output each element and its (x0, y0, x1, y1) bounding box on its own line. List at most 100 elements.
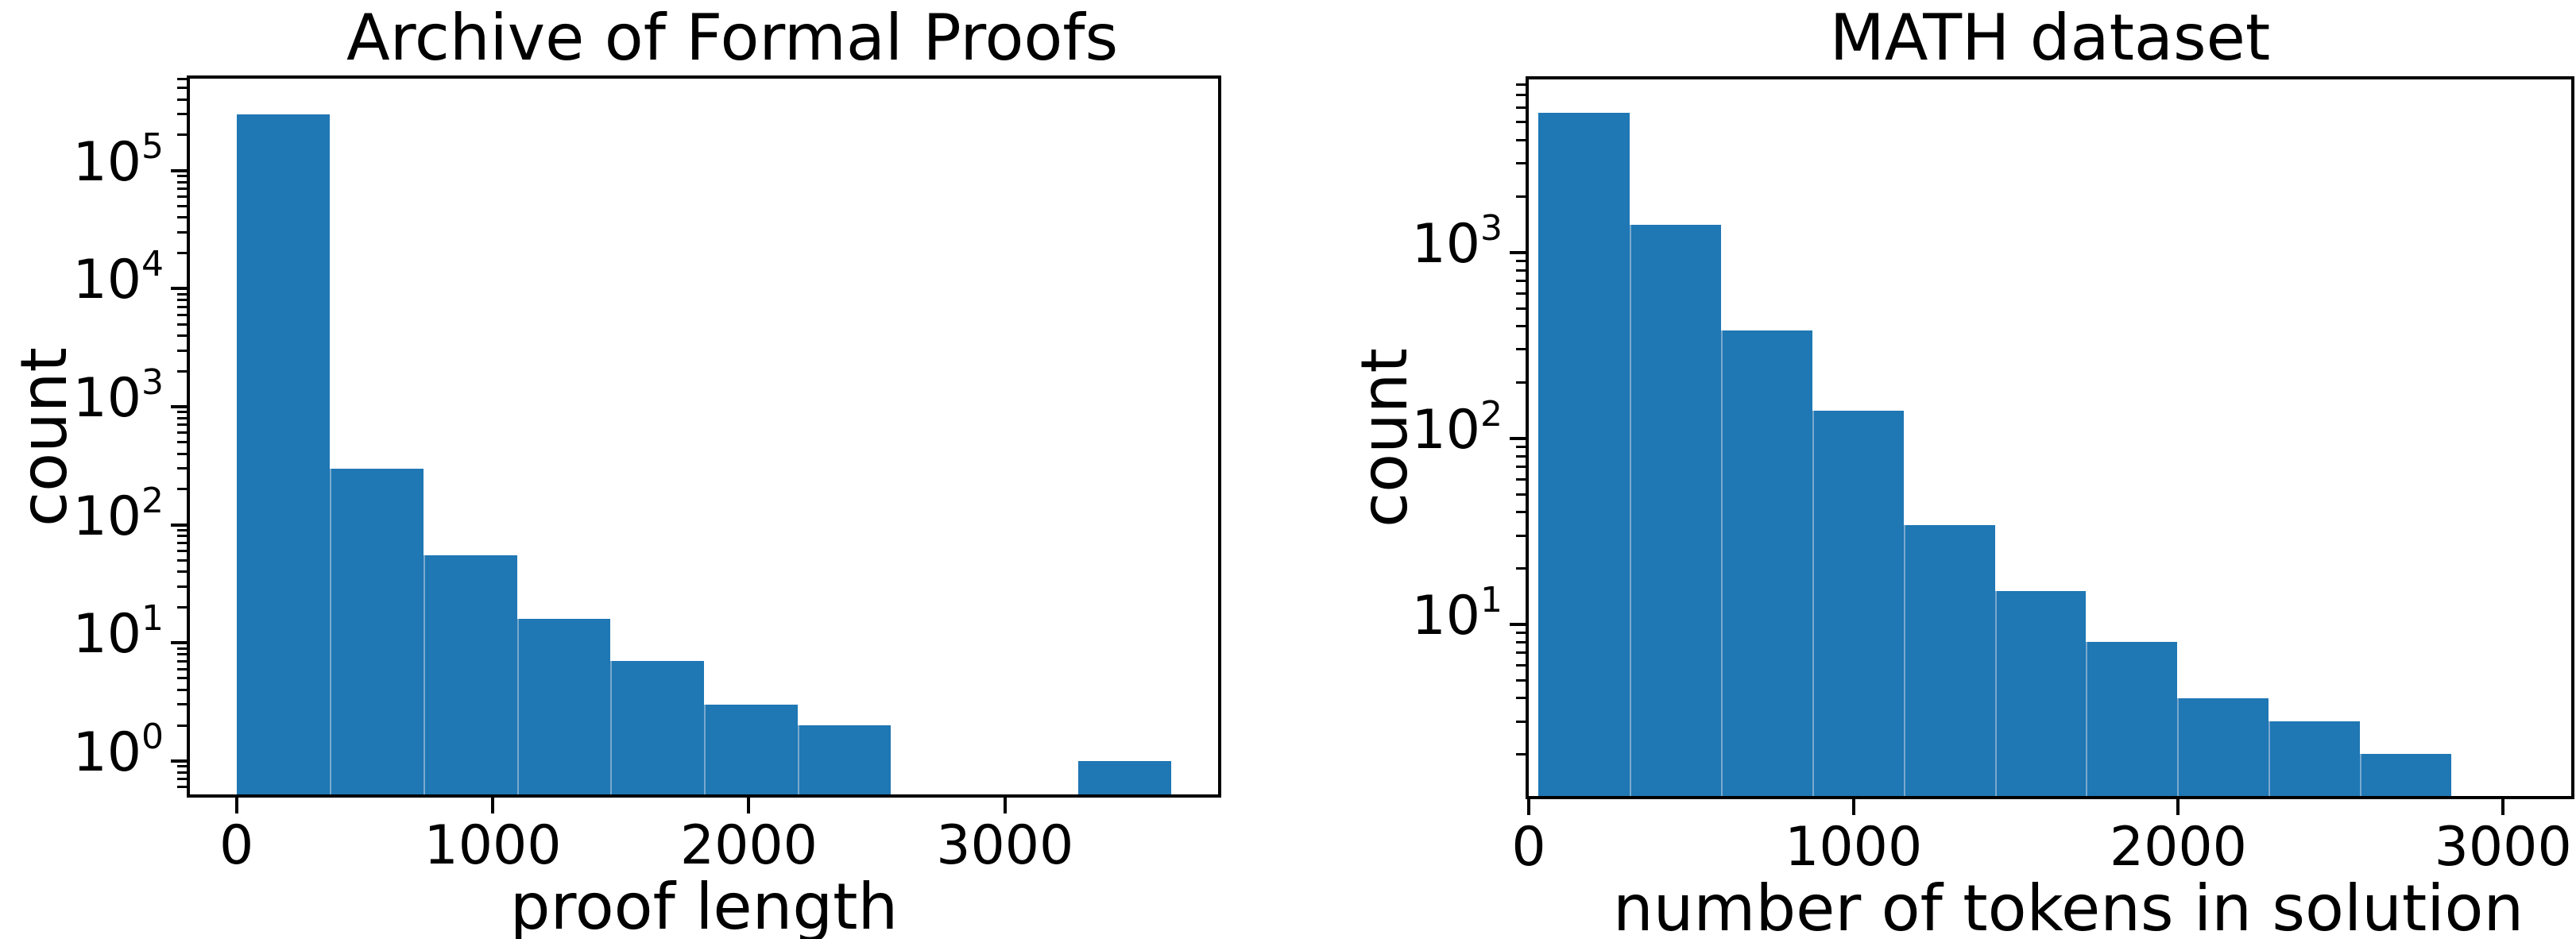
x-axis-tick-label: 3000 (936, 814, 1074, 877)
y-axis-minor-tick (177, 653, 187, 656)
y-axis-minor-tick (177, 550, 187, 552)
y-axis-minor-tick (1516, 631, 1526, 634)
histogram-bar (1812, 411, 1904, 796)
x-axis-tick (747, 798, 751, 813)
histogram-bar (704, 704, 798, 794)
y-axis-minor-tick (1516, 307, 1526, 310)
y-axis-minor-tick (177, 570, 187, 574)
y-axis-minor-tick (177, 77, 187, 80)
y-axis-minor-tick (177, 703, 187, 706)
x-axis-tick-label: 2000 (679, 814, 818, 877)
y-axis-minor-tick (177, 542, 187, 545)
y-axis-minor-tick (177, 688, 187, 691)
x-axis-tick (1527, 799, 1530, 815)
histogram-bar (1994, 591, 2087, 796)
x-axis-label-left: proof length (509, 870, 899, 939)
chart-title-right: MATH dataset (1829, 1, 2271, 75)
y-axis-tick-label: 103 (1411, 207, 1503, 276)
y-axis-minor-tick (177, 252, 187, 254)
y-axis-minor-tick (177, 411, 187, 414)
histogram-bar (2177, 697, 2269, 796)
y-axis-minor-tick (177, 299, 187, 302)
x-axis-tick (2501, 799, 2505, 815)
y-axis-minor-tick (177, 535, 187, 538)
y-axis-minor-tick (1516, 83, 1526, 86)
y-axis-minor-tick (177, 98, 187, 101)
y-axis-minor-tick (177, 677, 187, 680)
y-axis-minor-tick (1516, 259, 1526, 262)
y-axis-minor-tick (177, 113, 187, 116)
y-axis-minor-tick (1516, 664, 1526, 667)
y-axis-minor-tick (177, 292, 187, 296)
histogram-bar (424, 555, 517, 794)
y-axis-tick (171, 759, 187, 763)
y-axis-minor-tick (1516, 493, 1526, 496)
chart-title-left: Archive of Formal Proofs (346, 1, 1119, 75)
y-axis-minor-tick (177, 416, 187, 419)
y-axis-minor-tick (1516, 94, 1526, 97)
y-axis-minor-tick (177, 647, 187, 650)
y-axis-minor-tick (177, 659, 187, 663)
y-axis-minor-tick (1516, 534, 1526, 537)
x-axis-label-right: number of tokens in solution (1613, 871, 2524, 939)
y-axis-minor-tick (177, 87, 187, 90)
y-axis-tick-label: 100 (72, 716, 164, 784)
y-axis-tick-label: 104 (72, 244, 164, 312)
histogram-bar (1538, 113, 1630, 796)
y-axis-tick-label: 103 (72, 361, 164, 430)
y-axis-minor-tick (177, 441, 187, 444)
y-axis-minor-tick (177, 349, 187, 352)
histogram-bar (236, 114, 331, 794)
y-axis-minor-tick (177, 216, 187, 219)
y-axis-minor-tick (1516, 106, 1526, 109)
y-axis-tick (1510, 250, 1526, 254)
y-axis-minor-tick (177, 431, 187, 435)
y-axis-minor-tick (1516, 381, 1526, 384)
histogram-bar (516, 618, 611, 794)
y-axis-minor-tick (177, 133, 187, 137)
histogram-bar (797, 725, 892, 794)
y-axis-minor-tick (177, 605, 187, 609)
y-axis-minor-tick (177, 230, 187, 234)
x-axis-tick-label: 0 (1511, 816, 1546, 879)
y-axis-minor-tick (177, 778, 187, 781)
histogram-bar (610, 661, 704, 794)
y-axis-minor-tick (177, 786, 187, 789)
x-axis-tick (1851, 799, 1855, 815)
y-axis-minor-tick (1516, 566, 1526, 570)
histogram-bar (1903, 525, 1995, 796)
y-axis-minor-tick (1516, 678, 1526, 682)
y-axis-minor-tick (1516, 280, 1526, 283)
x-axis-tick (491, 798, 494, 813)
y-axis-minor-tick (177, 334, 187, 337)
y-axis-minor-tick (1516, 511, 1526, 514)
y-axis-tick (171, 641, 187, 645)
y-axis-minor-tick (1516, 651, 1526, 655)
y-axis-minor-tick (1516, 640, 1526, 643)
plot-area-right (1526, 76, 2574, 799)
y-axis-minor-tick (1516, 121, 1526, 124)
histogram-bar (1077, 760, 1172, 794)
y-axis-tick-label: 101 (1411, 579, 1503, 647)
y-axis-tick (1510, 436, 1526, 440)
histogram-bar (2359, 754, 2451, 796)
y-axis-minor-tick (1516, 466, 1526, 469)
y-axis-minor-tick (177, 528, 187, 531)
y-axis-tick (171, 523, 187, 527)
y-axis-minor-tick (1516, 162, 1526, 165)
y-axis-minor-tick (177, 488, 187, 491)
y-axis-minor-tick (1516, 325, 1526, 328)
x-axis-tick-label: 1000 (1785, 816, 1923, 879)
y-axis-minor-tick (177, 313, 187, 316)
histogram-bar (2086, 642, 2178, 796)
x-axis-tick (234, 798, 238, 813)
y-axis-tick-label: 105 (72, 126, 164, 194)
y-axis-minor-tick (1516, 454, 1526, 458)
histogram-bar (1630, 225, 1721, 796)
y-axis-minor-tick (177, 667, 187, 670)
histogram-bar (330, 468, 424, 794)
y-axis-minor-tick (177, 765, 187, 768)
x-axis-tick-label: 1000 (424, 814, 562, 877)
x-axis-tick (2176, 799, 2180, 815)
